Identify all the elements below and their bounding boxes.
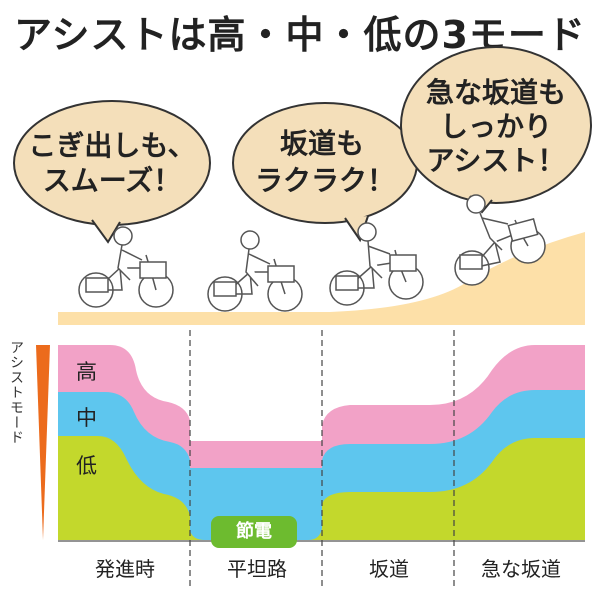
speech-bubble-start: こぎ出しも、 スムーズ！ (13, 100, 211, 244)
phase-label-steep: 急な坂道 (481, 557, 561, 581)
bubble-slope-line-2: ラクラク！ (255, 164, 395, 197)
bubble-steep-line-2: しっかり (440, 110, 552, 143)
bubble-start-line-1: こぎ出しも、 (28, 129, 195, 162)
phase-label-slope: 坂道 (369, 557, 409, 581)
assist-mode-arrow-icon (36, 345, 50, 540)
speech-bubble-steep: 急な坂道も しっかり アシスト！ (400, 46, 592, 214)
speech-bubble-slope: 坂道も ラクラク！ (232, 102, 418, 243)
band-label-mid: 中 (76, 406, 97, 430)
assist-mode-axis-label: アシストモード (8, 340, 24, 445)
bicycle-rider-2 (207, 230, 303, 312)
bubble-slope-line-1: 坂道も (280, 127, 364, 160)
bicycle-rider-4 (454, 194, 546, 286)
band-label-low: 低 (76, 454, 97, 478)
ground-slope (58, 232, 585, 325)
assist-mode-chart (58, 330, 585, 600)
bicycle-rider-1 (78, 226, 174, 308)
phase-label-flat: 平坦路 (227, 557, 287, 581)
phase-label-start: 発進時 (95, 557, 155, 581)
band-label-high: 高 (76, 360, 97, 384)
bubble-steep-line-3: アシスト！ (427, 144, 566, 177)
bubble-steep-line-1: 急な坂道も (426, 76, 566, 109)
eco-mode-label: 節電 (211, 516, 297, 548)
bubble-start-line-2: スムーズ！ (43, 164, 182, 197)
bicycle-rider-3 (329, 222, 424, 306)
